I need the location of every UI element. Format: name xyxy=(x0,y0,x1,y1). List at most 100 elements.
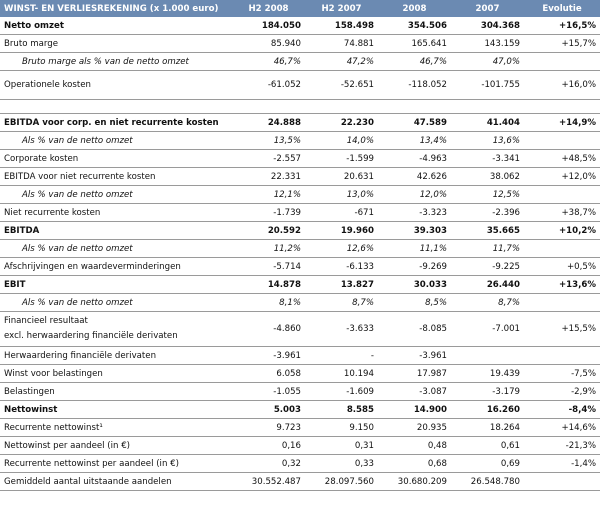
value-cell: 30.033 xyxy=(378,275,451,294)
evolution-cell: +48,5% xyxy=(524,149,600,168)
table-row: Niet recurrente kosten -1.739 -671 -3.323 -2… xyxy=(0,203,600,222)
value-cell: 354.506 xyxy=(378,17,451,35)
evolution-cell xyxy=(524,239,600,258)
row-label-line: Financieel resultaat xyxy=(4,316,88,326)
value-cell: 14.900 xyxy=(378,400,451,419)
value-cell: -101.755 xyxy=(451,70,524,100)
row-label: Gemiddeld aantal uitstaande aandelen xyxy=(0,472,232,491)
table-row: Afschrijvingen en waardeverminderingen -5… xyxy=(0,257,600,276)
row-label: EBIT xyxy=(0,275,232,294)
table-row: Recurrente nettowinst¹ 9.723 9.150 20.935 18… xyxy=(0,418,600,437)
value-cell: -6.133 xyxy=(305,257,378,276)
value-cell xyxy=(305,99,378,114)
column-header-2007: 2007 xyxy=(451,0,524,17)
evolution-cell: +15,5% xyxy=(524,311,600,347)
value-cell: 0,48 xyxy=(378,436,451,455)
row-label: Nettowinst per aandeel (in €) xyxy=(0,436,232,455)
value-cell: -52.651 xyxy=(305,70,378,100)
value-cell: -4.963 xyxy=(378,149,451,168)
value-cell: 8.585 xyxy=(305,400,378,419)
value-cell: 24.888 xyxy=(232,113,305,132)
table-row: Als % van de netto omzet 11,2% 12,6% 11,1% 1… xyxy=(0,239,600,258)
value-cell xyxy=(451,346,524,365)
evolution-cell: +12,0% xyxy=(524,167,600,186)
evolution-cell xyxy=(524,131,600,150)
value-cell: 8,7% xyxy=(305,293,378,312)
table-row: Herwaardering financiële derivaten -3.961… xyxy=(0,346,600,365)
value-cell: 158.498 xyxy=(305,17,378,35)
value-cell: 12,0% xyxy=(378,185,451,204)
value-cell: -8.085 xyxy=(378,311,451,347)
row-label: Als % van de netto omzet xyxy=(0,293,232,312)
value-cell: 0,68 xyxy=(378,454,451,473)
evolution-cell: +15,7% xyxy=(524,34,600,53)
value-cell: 16.260 xyxy=(451,400,524,419)
value-cell: 47,2% xyxy=(305,52,378,71)
row-label: Als % van de netto omzet xyxy=(0,185,232,204)
value-cell: -3.087 xyxy=(378,382,451,401)
income-statement-table: WINST- EN VERLIESREKENING (x 1.000 euro)… xyxy=(0,0,600,491)
table-row: Winst voor belastingen 6.058 10.194 17.987 1… xyxy=(0,364,600,383)
value-cell: -9.269 xyxy=(378,257,451,276)
value-cell: -7.001 xyxy=(451,311,524,347)
value-cell: 165.641 xyxy=(378,34,451,53)
evolution-cell xyxy=(524,472,600,491)
value-cell: 143.159 xyxy=(451,34,524,53)
header-row: WINST- EN VERLIESREKENING (x 1.000 euro)… xyxy=(0,0,600,17)
evolution-cell: +10,2% xyxy=(524,221,600,240)
evolution-cell: +14,6% xyxy=(524,418,600,437)
value-cell: 13,4% xyxy=(378,131,451,150)
row-label: Als % van de netto omzet xyxy=(0,239,232,258)
row-label: Recurrente nettowinst per aandeel (in €) xyxy=(0,454,232,473)
value-cell: 38.062 xyxy=(451,167,524,186)
value-cell: 30.680.209 xyxy=(378,472,451,491)
row-label: Bruto marge xyxy=(0,34,232,53)
value-cell: 39.303 xyxy=(378,221,451,240)
value-cell: 6.058 xyxy=(232,364,305,383)
table-row: Netto omzet 184.050 158.498 354.506 304.368 +… xyxy=(0,17,600,35)
row-label: Financieel resultaat excl. herwaardering … xyxy=(0,311,232,347)
row-label: Als % van de netto omzet xyxy=(0,131,232,150)
column-header-h2-2007: H2 2007 xyxy=(305,0,378,17)
row-label: Herwaardering financiële derivaten xyxy=(0,346,232,365)
value-cell: 18.264 xyxy=(451,418,524,437)
value-cell: 20.935 xyxy=(378,418,451,437)
value-cell: 11,1% xyxy=(378,239,451,258)
table-row: Als % van de netto omzet 12,1% 13,0% 12,0% 1… xyxy=(0,185,600,204)
evolution-cell: +38,7% xyxy=(524,203,600,222)
value-cell: 14.878 xyxy=(232,275,305,294)
table-row: Belastingen -1.055 -1.609 -3.087 -3.179 -2,9% xyxy=(0,382,600,401)
evolution-cell: -7,5% xyxy=(524,364,600,383)
value-cell: 12,5% xyxy=(451,185,524,204)
value-cell: 0,16 xyxy=(232,436,305,455)
value-cell xyxy=(451,99,524,114)
value-cell: 30.552.487 xyxy=(232,472,305,491)
value-cell: 85.940 xyxy=(232,34,305,53)
table-row: EBITDA voor niet recurrente kosten 22.331… xyxy=(0,167,600,186)
value-cell: -3.961 xyxy=(378,346,451,365)
value-cell: -4.860 xyxy=(232,311,305,347)
row-label: Winst voor belastingen xyxy=(0,364,232,383)
table-row: Operationele kosten -61.052 -52.651 -118.05… xyxy=(0,70,600,100)
table-row: Recurrente nettowinst per aandeel (in €)… xyxy=(0,454,600,473)
value-cell: 19.960 xyxy=(305,221,378,240)
value-cell: 41.404 xyxy=(451,113,524,132)
table-row: EBITDA voor corp. en niet recurrente kos… xyxy=(0,113,600,132)
value-cell: 0,61 xyxy=(451,436,524,455)
value-cell: 20.592 xyxy=(232,221,305,240)
row-label: Netto omzet xyxy=(0,17,232,35)
value-cell: 8,5% xyxy=(378,293,451,312)
table-row xyxy=(0,99,600,114)
evolution-cell xyxy=(524,293,600,312)
row-label: Niet recurrente kosten xyxy=(0,203,232,222)
value-cell: -3.633 xyxy=(305,311,378,347)
row-label: Operationele kosten xyxy=(0,70,232,100)
value-cell: 13,5% xyxy=(232,131,305,150)
evolution-cell: +16,5% xyxy=(524,17,600,35)
evolution-cell: +16,0% xyxy=(524,70,600,100)
value-cell: 11,2% xyxy=(232,239,305,258)
row-label: Bruto marge als % van de netto omzet xyxy=(0,52,232,71)
value-cell: 42.626 xyxy=(378,167,451,186)
row-label xyxy=(0,99,232,114)
value-cell: 0,31 xyxy=(305,436,378,455)
